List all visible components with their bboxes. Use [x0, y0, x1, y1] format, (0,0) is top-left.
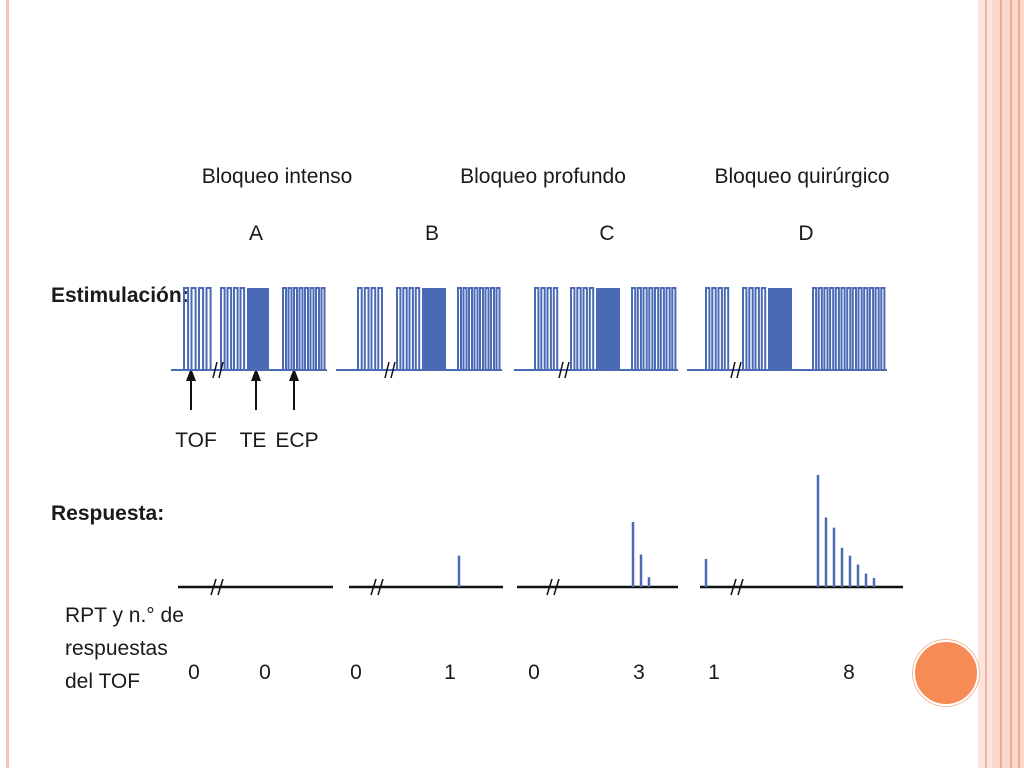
count-d-ptc: 1 — [708, 661, 720, 684]
response-break-mark-0 — [210, 578, 224, 596]
arrow-label-tof: TOF — [175, 429, 217, 452]
block-title-intense: Bloqueo intenso — [202, 165, 353, 188]
stim-tetanic-block-2 — [596, 288, 620, 370]
response-label: Respuesta: — [51, 502, 164, 525]
arrow-te — [251, 368, 261, 410]
stim-tof-pulses-2 — [534, 287, 559, 370]
stim-break-mark-1 — [384, 361, 396, 379]
panel-letter-b: B — [425, 222, 439, 245]
counts-label-line1: RPT y n.° de — [65, 604, 184, 627]
block-title-surgical: Bloqueo quirúrgico — [714, 165, 889, 188]
signals-group — [171, 287, 903, 596]
stim-tof-pulses-3 — [705, 287, 730, 370]
stim-break-mark-3 — [730, 361, 742, 379]
panel-letter-d: D — [798, 222, 813, 245]
arrow-label-ecp: ECP — [275, 429, 318, 452]
slide-right-border-line — [1010, 0, 1012, 768]
count-c-ptc: 0 — [528, 661, 540, 684]
stim-break-mark-2 — [558, 361, 570, 379]
panel-letter-c: C — [599, 222, 614, 245]
stim-ptc-pulses-0 — [282, 287, 326, 370]
stim-ptc-pulses-2 — [631, 287, 677, 370]
stim-tof2-pulses-2 — [570, 287, 595, 370]
counts-label-line2: respuestas — [65, 637, 168, 660]
counts-label-line3: del TOF — [65, 670, 140, 693]
stim-ptc-pulses-1 — [457, 287, 501, 370]
response-break-mark-2 — [546, 578, 560, 596]
stim-tof2-pulses-3 — [742, 287, 767, 370]
stim-ptc-pulses-3 — [812, 287, 886, 370]
count-a-ptc: 0 — [188, 661, 200, 684]
count-b-ptc: 0 — [350, 661, 362, 684]
slide-right-border-line — [1018, 0, 1020, 768]
block-title-deep: Bloqueo profundo — [460, 165, 626, 188]
arrow-ecp — [289, 368, 299, 410]
stim-tof2-pulses-0 — [220, 287, 246, 370]
stim-tof2-pulses-1 — [396, 287, 421, 370]
slide-left-border — [6, 0, 9, 768]
arrow-label-te: TE — [240, 429, 267, 452]
stim-tetanic-block-0 — [247, 288, 269, 370]
stim-tof-pulses-1 — [357, 287, 383, 370]
stim-tetanic-block-1 — [422, 288, 446, 370]
stim-tof-pulses-0 — [183, 287, 212, 370]
count-a-tof: 0 — [259, 661, 271, 684]
slide-right-border-line — [985, 0, 987, 768]
stim-tetanic-block-3 — [768, 288, 792, 370]
stimulation-label: Estimulación: — [51, 284, 189, 307]
arrow-tof — [186, 368, 196, 410]
panel-letter-a: A — [249, 222, 263, 245]
count-c-tof: 3 — [633, 661, 645, 684]
slide-right-border-line — [1000, 0, 1002, 768]
count-d-tof: 8 — [843, 661, 855, 684]
response-break-mark-1 — [370, 578, 384, 596]
response-break-mark-3 — [730, 578, 744, 596]
decorative-orange-circle — [913, 640, 979, 706]
stim-break-mark-0 — [212, 361, 224, 379]
count-b-tof: 1 — [444, 661, 456, 684]
